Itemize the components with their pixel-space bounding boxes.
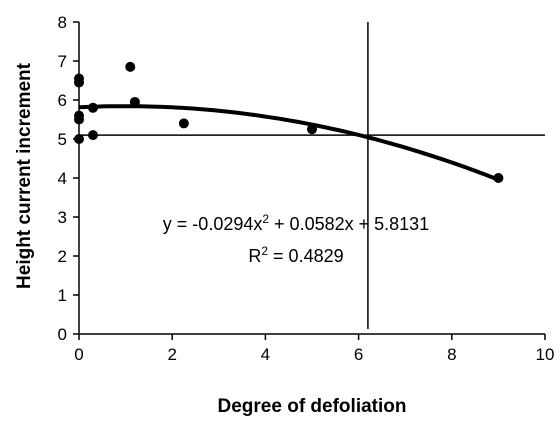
data-point bbox=[74, 77, 84, 88]
data-point bbox=[87, 130, 98, 141]
trendline bbox=[78, 104, 500, 182]
data-point bbox=[125, 61, 136, 72]
data-point bbox=[307, 124, 317, 135]
r-squared: R2 = 0.4829 bbox=[248, 244, 343, 266]
data-point bbox=[74, 114, 84, 125]
x-tick-label: 10 bbox=[536, 345, 555, 364]
data-point bbox=[178, 118, 189, 129]
data-point bbox=[129, 96, 140, 107]
x-tick-label: 2 bbox=[167, 345, 176, 364]
x-tick-label: 6 bbox=[354, 345, 363, 364]
x-tick-label: 8 bbox=[447, 345, 456, 364]
y-tick-label: 6 bbox=[58, 91, 67, 110]
y-tick-label: 3 bbox=[58, 208, 67, 227]
data-point bbox=[74, 134, 84, 144]
y-tick-label: 4 bbox=[58, 169, 67, 188]
r-squared-prefix: R bbox=[248, 246, 261, 266]
trend-equation: y = -0.0294x2 + 0.0582x + 5.8131 bbox=[163, 212, 429, 234]
y-tick-label: 7 bbox=[58, 52, 67, 71]
x-axis-label: Degree of defoliation bbox=[218, 396, 407, 417]
equation-suffix: + 0.0582x + 5.8131 bbox=[269, 214, 429, 234]
axes bbox=[73, 21, 546, 340]
reference-lines bbox=[79, 22, 545, 329]
r-squared-suffix: = 0.4829 bbox=[268, 246, 344, 266]
y-tick-label: 8 bbox=[58, 13, 67, 32]
y-tick-label: 2 bbox=[58, 247, 67, 266]
y-tick-label: 0 bbox=[58, 325, 67, 344]
x-tick-label: 0 bbox=[74, 345, 83, 364]
r-squared-exponent: 2 bbox=[261, 244, 268, 258]
y-axis-label: Height current increment bbox=[14, 62, 35, 289]
data-point bbox=[493, 173, 504, 183]
equation-exponent: 2 bbox=[262, 212, 269, 226]
tick-labels: 0 1 2 3 4 5 6 7 8 0 2 4 6 8 10 bbox=[58, 13, 555, 364]
y-tick-label: 1 bbox=[58, 286, 67, 305]
data-point bbox=[87, 102, 98, 113]
y-tick-label: 5 bbox=[58, 130, 67, 149]
x-tick-label: 4 bbox=[261, 345, 270, 364]
equation-prefix: y = -0.0294x bbox=[163, 214, 263, 234]
data-points bbox=[74, 61, 504, 183]
